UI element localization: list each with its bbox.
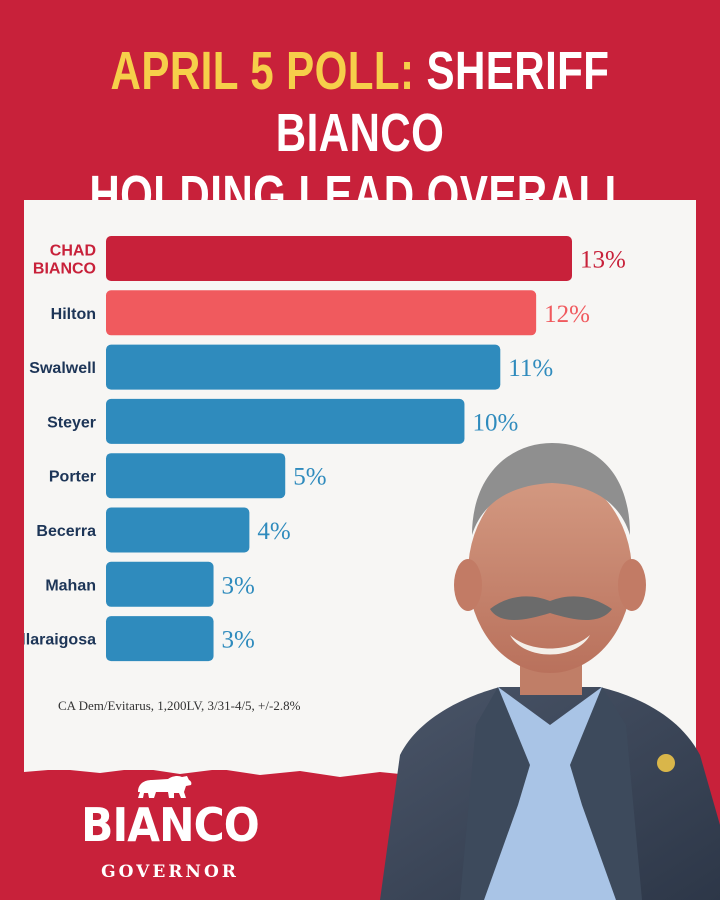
category-label: CHAD BIANCO [33, 243, 96, 278]
category-label: Hilton [51, 306, 96, 323]
headline: APRIL 5 POLL: SHERIFF BIANCO HOLDING LEA… [79, 40, 641, 226]
bar-swalwell [106, 344, 501, 390]
value-label: 3% [222, 627, 255, 654]
headline-rest: SHERIFF BIANCO [275, 41, 610, 163]
category-label: Mahan [45, 577, 96, 594]
bar-mahan [106, 561, 214, 607]
logo-subtitle: GOVERNOR [101, 862, 239, 882]
bar-villaraigosa [106, 616, 214, 662]
bar-chad-bianco [106, 236, 572, 281]
source-note: CA Dem/Evitarus, 1,200LV, 3/31-4/5, +/-2… [58, 698, 301, 713]
bar-hilton [106, 290, 537, 336]
category-label: Steyer [47, 414, 96, 431]
category-label: Becerra [36, 523, 96, 540]
value-label: 11% [508, 355, 553, 382]
value-label: 3% [222, 572, 255, 599]
headline-line1: APRIL 5 POLL: SHERIFF BIANCO [79, 40, 641, 164]
bar-steyer [106, 398, 465, 444]
candidate-portrait [380, 443, 720, 900]
bar-becerra [106, 507, 250, 553]
california-bear-icon [138, 775, 192, 798]
value-label: 5% [293, 464, 326, 491]
category-label: Porter [49, 469, 96, 486]
headline-accent: APRIL 5 POLL: [110, 41, 415, 101]
poll-bar-chart: CHAD BIANCO 13% Hilton 12% Swalwell 11% Steyer 1… [24, 236, 626, 662]
category-label: Villaraigosa [24, 632, 96, 649]
value-label: 4% [257, 518, 290, 545]
category-label: Swalwell [29, 360, 96, 377]
value-label: 13% [580, 247, 626, 274]
value-label: 12% [544, 301, 590, 328]
logo-name: BIANCO [81, 798, 260, 852]
value-label: 10% [472, 409, 518, 436]
badge-pin-icon [657, 754, 675, 772]
bar-porter [106, 453, 286, 499]
